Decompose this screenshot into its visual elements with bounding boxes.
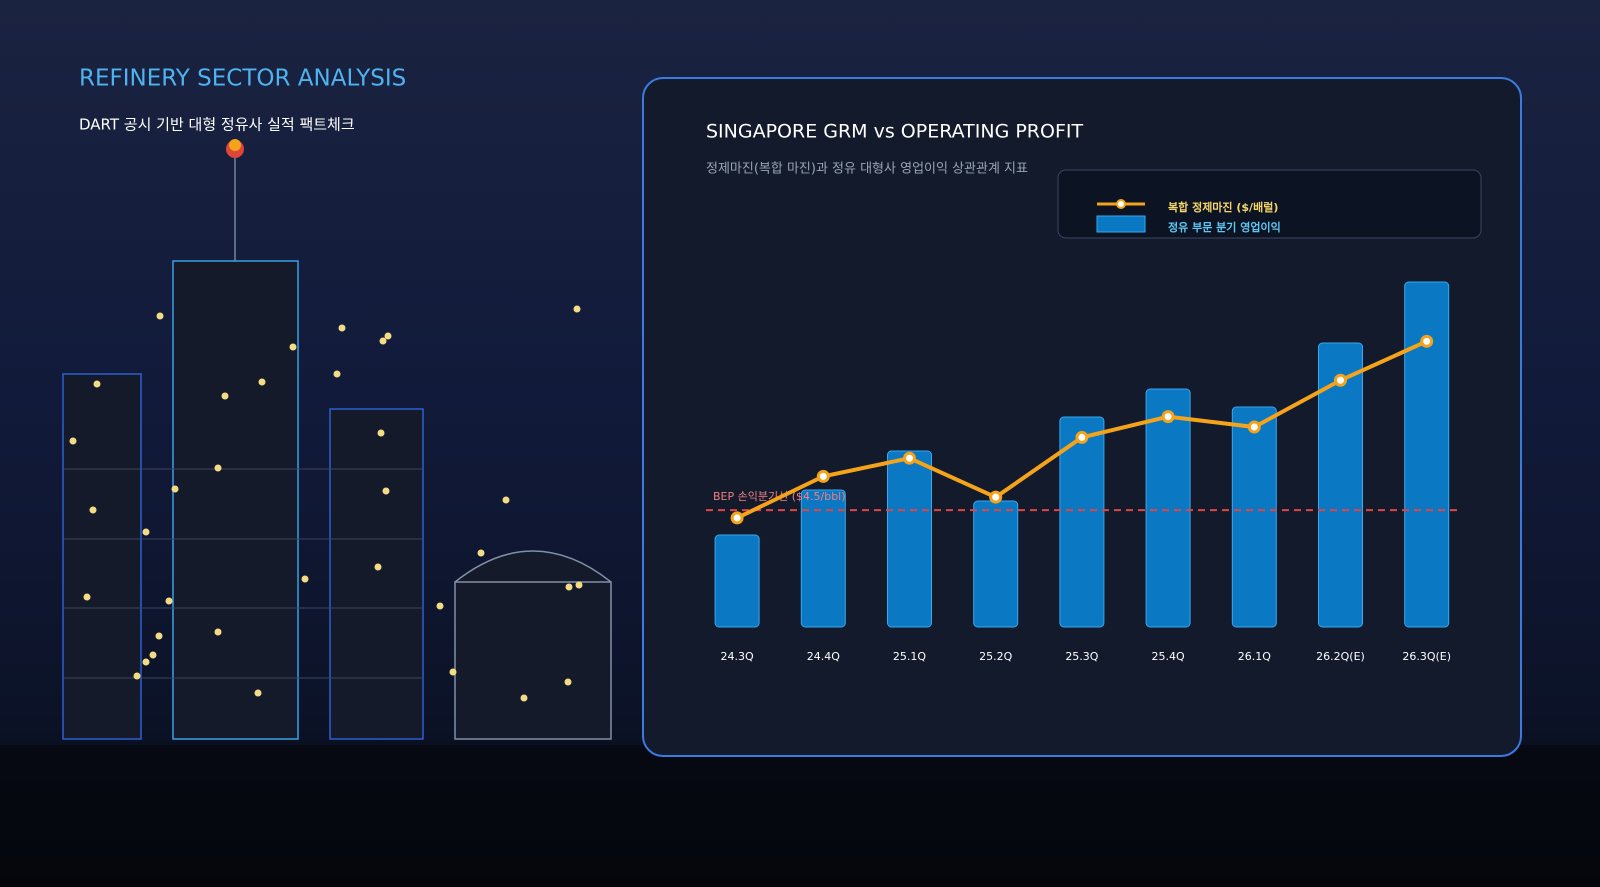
chart-subtitle: 정제마진(복합 마진)과 정유 대형사 영업이익 상관관계 지표 <box>706 162 1028 177</box>
line-point <box>1247 420 1261 434</box>
light-dot <box>520 694 528 702</box>
light-dot <box>214 464 222 472</box>
bar <box>1404 281 1450 628</box>
light-dot <box>83 593 91 601</box>
x-tick-label: 25.4Q <box>1152 650 1185 663</box>
light-dot <box>573 305 581 313</box>
light-dot <box>384 332 392 340</box>
bar <box>1145 388 1191 628</box>
bar <box>800 489 846 628</box>
legend-label: 정유 부문 분기 영업이익 <box>1168 220 1281 234</box>
light-dot <box>254 689 262 697</box>
light-dot <box>149 651 157 659</box>
light-dot <box>449 668 457 676</box>
line-point <box>816 469 830 483</box>
light-dot <box>156 312 164 320</box>
line-point <box>1161 410 1175 424</box>
light-dot <box>142 528 150 536</box>
line-point <box>1420 334 1434 348</box>
light-dot <box>333 370 341 378</box>
legend-point <box>1116 199 1126 209</box>
light-dot <box>214 628 222 636</box>
light-dot <box>171 485 179 493</box>
bar <box>887 450 932 628</box>
light-dot <box>301 575 309 583</box>
light-dot <box>133 672 141 680</box>
bar <box>1318 342 1363 628</box>
line-point <box>730 511 744 525</box>
x-tick-label: 25.1Q <box>893 650 926 663</box>
line-point <box>1334 373 1347 387</box>
light-dot <box>565 583 573 591</box>
bar <box>1059 416 1105 628</box>
light-dot <box>69 437 77 445</box>
legend-box <box>1057 169 1482 239</box>
light-dot <box>142 658 150 666</box>
x-tick-label: 25.2Q <box>979 650 1012 663</box>
bar <box>973 500 1019 628</box>
chart-title: SINGAPORE GRM vs OPERATING PROFIT <box>706 121 1083 143</box>
legend-label: 복합 정제마진 ($/배럴) <box>1168 200 1278 214</box>
light-dot <box>89 506 97 514</box>
light-dot <box>436 602 444 610</box>
light-dot <box>575 581 583 589</box>
page-title: REFINERY SECTOR ANALYSIS <box>79 66 406 92</box>
ground <box>0 745 1600 887</box>
light-dot <box>338 324 346 332</box>
x-tick-label: 26.1Q <box>1238 650 1271 663</box>
light-dot <box>502 496 510 504</box>
light-dot <box>221 392 229 400</box>
bar <box>1231 406 1277 628</box>
light-dot <box>165 597 173 605</box>
page-subtitle: DART 공시 기반 대형 정유사 실적 팩트체크 <box>79 116 355 134</box>
light-dot <box>379 337 387 345</box>
legend-swatch <box>1096 215 1146 233</box>
refinery-illustration <box>62 139 612 740</box>
line-point <box>1075 430 1089 444</box>
light-dot <box>374 563 382 571</box>
x-tick-label: 24.4Q <box>807 650 840 663</box>
light-dot <box>377 429 385 437</box>
line-point <box>903 451 916 465</box>
light-dot <box>289 343 297 351</box>
line-point <box>989 490 1003 504</box>
light-dot <box>564 678 572 686</box>
x-tick-label: 24.3Q <box>721 650 754 663</box>
x-tick-label: 25.3Q <box>1065 650 1098 663</box>
light-dot <box>258 378 266 386</box>
x-tick-label: 26.2Q(E) <box>1316 650 1365 663</box>
bar <box>714 534 760 628</box>
light-dot <box>93 380 101 388</box>
x-tick-label: 26.3Q(E) <box>1402 650 1451 663</box>
light-dot <box>382 487 390 495</box>
light-dot <box>155 632 163 640</box>
light-dot <box>477 549 485 557</box>
